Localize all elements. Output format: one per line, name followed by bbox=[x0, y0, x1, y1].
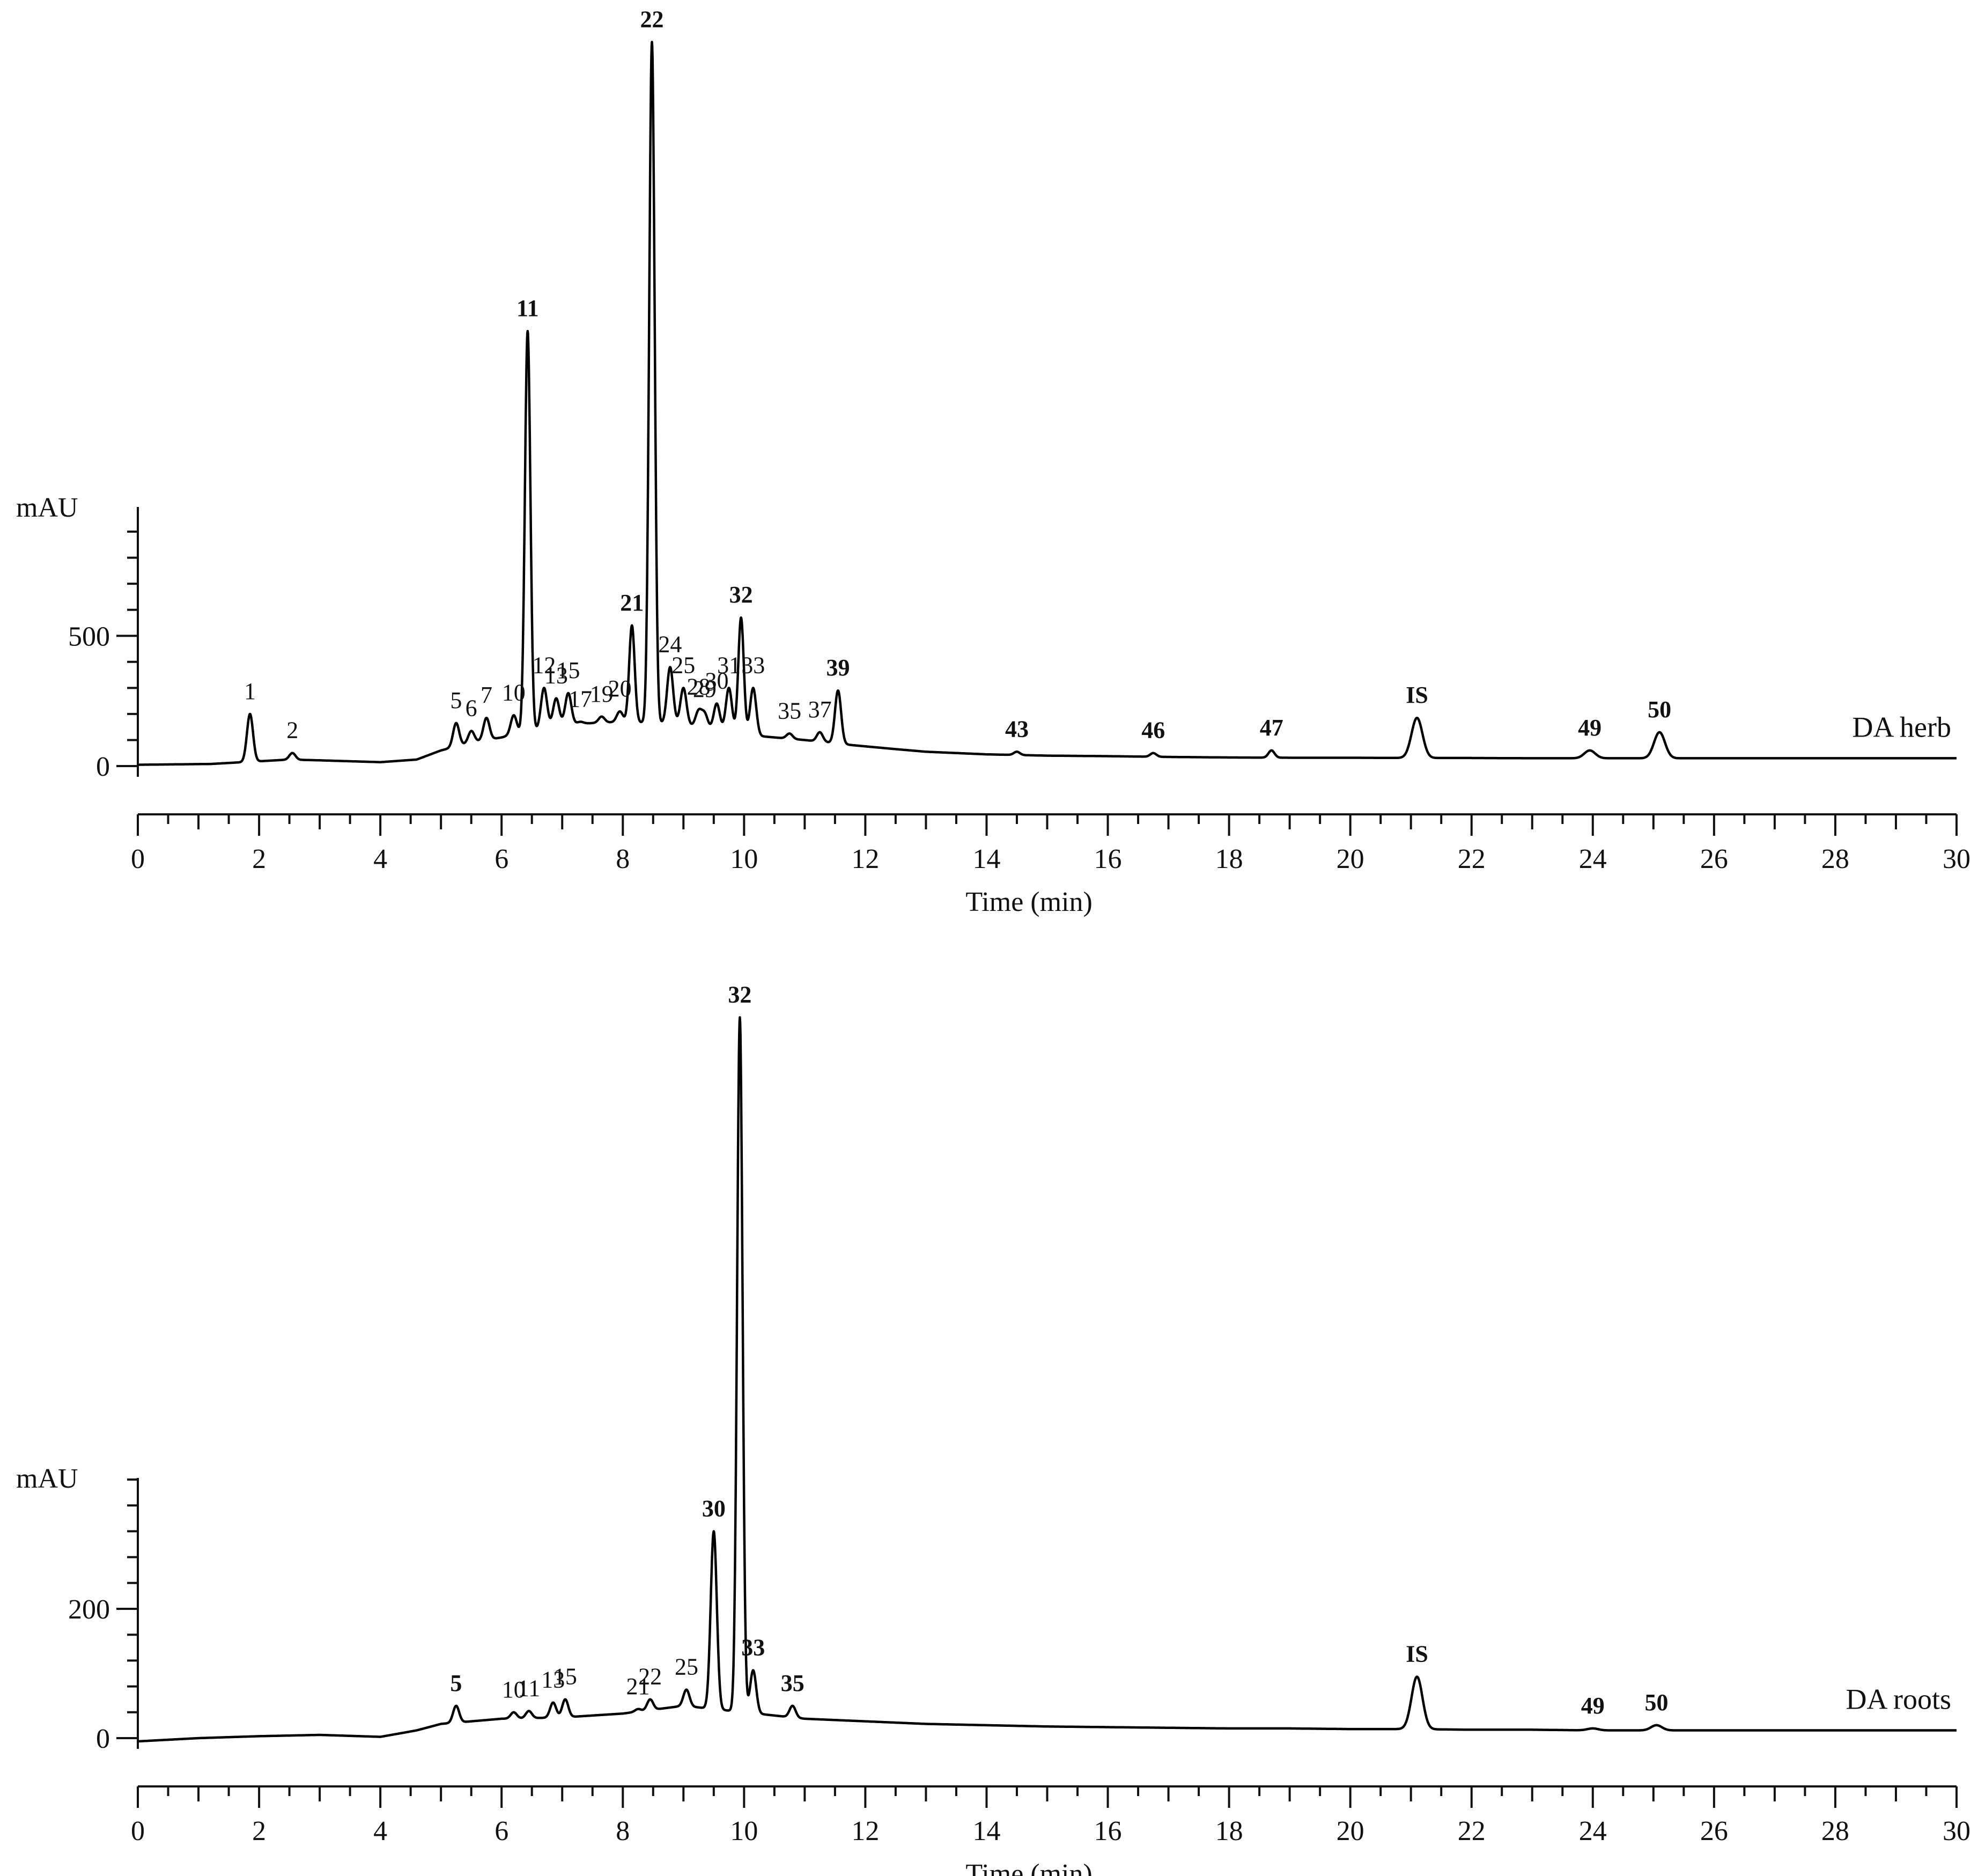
x-tick-label: 0 bbox=[131, 844, 145, 874]
x-tick-label: 26 bbox=[1700, 844, 1728, 874]
peak-label: 49 bbox=[1578, 715, 1601, 741]
x-tick-label: 16 bbox=[1094, 1816, 1122, 1846]
peak-label: 22 bbox=[638, 1664, 662, 1690]
y-axis-title: mAU bbox=[16, 492, 78, 523]
peak-label: 37 bbox=[808, 696, 832, 723]
peak-label: 35 bbox=[778, 697, 801, 724]
peak-label: 11 bbox=[516, 295, 539, 321]
x-tick-label: 30 bbox=[1943, 844, 1970, 874]
x-tick-label: 8 bbox=[616, 1816, 630, 1846]
y-tick-label: 0 bbox=[96, 752, 110, 782]
peak-label: 19 bbox=[590, 681, 614, 707]
peak-label: 31 bbox=[717, 652, 741, 678]
series-line bbox=[137, 41, 1958, 766]
peak-label: 43 bbox=[1005, 716, 1029, 742]
peak-label: 10 bbox=[502, 679, 526, 705]
peak-label: 2 bbox=[286, 717, 298, 744]
x-tick-label: 24 bbox=[1579, 844, 1607, 874]
peak-label: 50 bbox=[1648, 696, 1671, 723]
peak-label: 30 bbox=[702, 1495, 726, 1521]
peak-label: 20 bbox=[608, 675, 632, 702]
x-tick-label: 4 bbox=[373, 844, 387, 874]
x-tick-label: 22 bbox=[1458, 844, 1486, 874]
x-tick-label: 4 bbox=[373, 1816, 387, 1846]
series-line bbox=[137, 1016, 1958, 1743]
x-tick-label: 28 bbox=[1821, 1816, 1849, 1846]
peak-label: 6 bbox=[466, 695, 477, 721]
y-tick-label: 500 bbox=[68, 621, 110, 652]
peak-label: 29 bbox=[693, 676, 717, 702]
x-tick-label: 18 bbox=[1215, 1816, 1243, 1846]
x-tick-label: 12 bbox=[851, 844, 879, 874]
x-tick-label: 20 bbox=[1337, 844, 1364, 874]
peak-label: 32 bbox=[728, 981, 751, 1007]
peak-label: 12 bbox=[532, 652, 556, 678]
peak-label: 22 bbox=[640, 6, 664, 32]
peak-label: 15 bbox=[557, 657, 580, 683]
peak-label: 17 bbox=[569, 686, 592, 712]
x-axis-title: Time (min) bbox=[965, 887, 1092, 917]
peak-label: 30 bbox=[705, 667, 728, 694]
peak-label: 1 bbox=[244, 678, 256, 704]
y-tick-label: 200 bbox=[68, 1594, 110, 1625]
peak-label: 25 bbox=[675, 1654, 698, 1680]
x-tick-label: 18 bbox=[1215, 844, 1243, 874]
x-tick-label: 10 bbox=[730, 844, 758, 874]
peak-label: 5 bbox=[450, 1670, 462, 1696]
peak-label: 10 bbox=[502, 1676, 526, 1703]
peak-label: 49 bbox=[1581, 1693, 1605, 1719]
x-tick-label: 20 bbox=[1337, 1816, 1364, 1846]
peak-label: 13 bbox=[541, 1667, 565, 1693]
peak-label: 13 bbox=[544, 663, 568, 689]
x-tick-label: 14 bbox=[972, 1816, 1000, 1846]
peak-label: 21 bbox=[620, 590, 644, 616]
x-tick-label: 28 bbox=[1821, 844, 1849, 874]
x-tick-label: 22 bbox=[1458, 1816, 1486, 1846]
peak-label: IS bbox=[1406, 1641, 1428, 1667]
peak-label: 21 bbox=[626, 1673, 650, 1700]
x-tick-label: 26 bbox=[1700, 1816, 1728, 1846]
peak-label: 32 bbox=[729, 582, 753, 608]
x-tick-label: 24 bbox=[1579, 1816, 1607, 1846]
peak-label: 46 bbox=[1141, 717, 1165, 744]
peak-label: 11 bbox=[518, 1675, 540, 1701]
peak-label: 35 bbox=[781, 1670, 805, 1696]
sample-label: DA roots bbox=[1846, 1683, 1951, 1716]
peak-label: 28 bbox=[687, 673, 711, 700]
peak-label: 47 bbox=[1260, 715, 1283, 741]
x-tick-label: 14 bbox=[972, 844, 1000, 874]
peak-label: 33 bbox=[741, 1634, 765, 1660]
y-tick-label: 0 bbox=[96, 1724, 110, 1754]
peak-label: IS bbox=[1406, 682, 1428, 708]
x-tick-label: 12 bbox=[851, 1816, 879, 1846]
peak-label: 15 bbox=[553, 1664, 577, 1690]
x-tick-label: 2 bbox=[252, 844, 266, 874]
x-tick-label: 6 bbox=[494, 1816, 508, 1846]
y-axis-title: mAU bbox=[16, 1463, 78, 1494]
x-tick-label: 0 bbox=[131, 1816, 145, 1846]
x-tick-label: 2 bbox=[252, 1816, 266, 1846]
x-tick-label: 8 bbox=[616, 844, 630, 874]
peak-label: 7 bbox=[481, 682, 492, 708]
peak-label: 39 bbox=[826, 654, 850, 681]
peak-label: 33 bbox=[741, 652, 765, 678]
peak-label: 24 bbox=[658, 631, 682, 658]
peak-label: 25 bbox=[671, 652, 695, 678]
x-axis-title: Time (min) bbox=[965, 1859, 1092, 1876]
peak-label: 5 bbox=[450, 687, 462, 713]
x-tick-label: 16 bbox=[1094, 844, 1122, 874]
sample-label: DA herb bbox=[1852, 711, 1951, 743]
x-tick-label: 6 bbox=[494, 844, 508, 874]
peak-label: 50 bbox=[1644, 1689, 1668, 1716]
x-tick-label: 10 bbox=[730, 1816, 758, 1846]
x-tick-label: 30 bbox=[1943, 1816, 1970, 1846]
